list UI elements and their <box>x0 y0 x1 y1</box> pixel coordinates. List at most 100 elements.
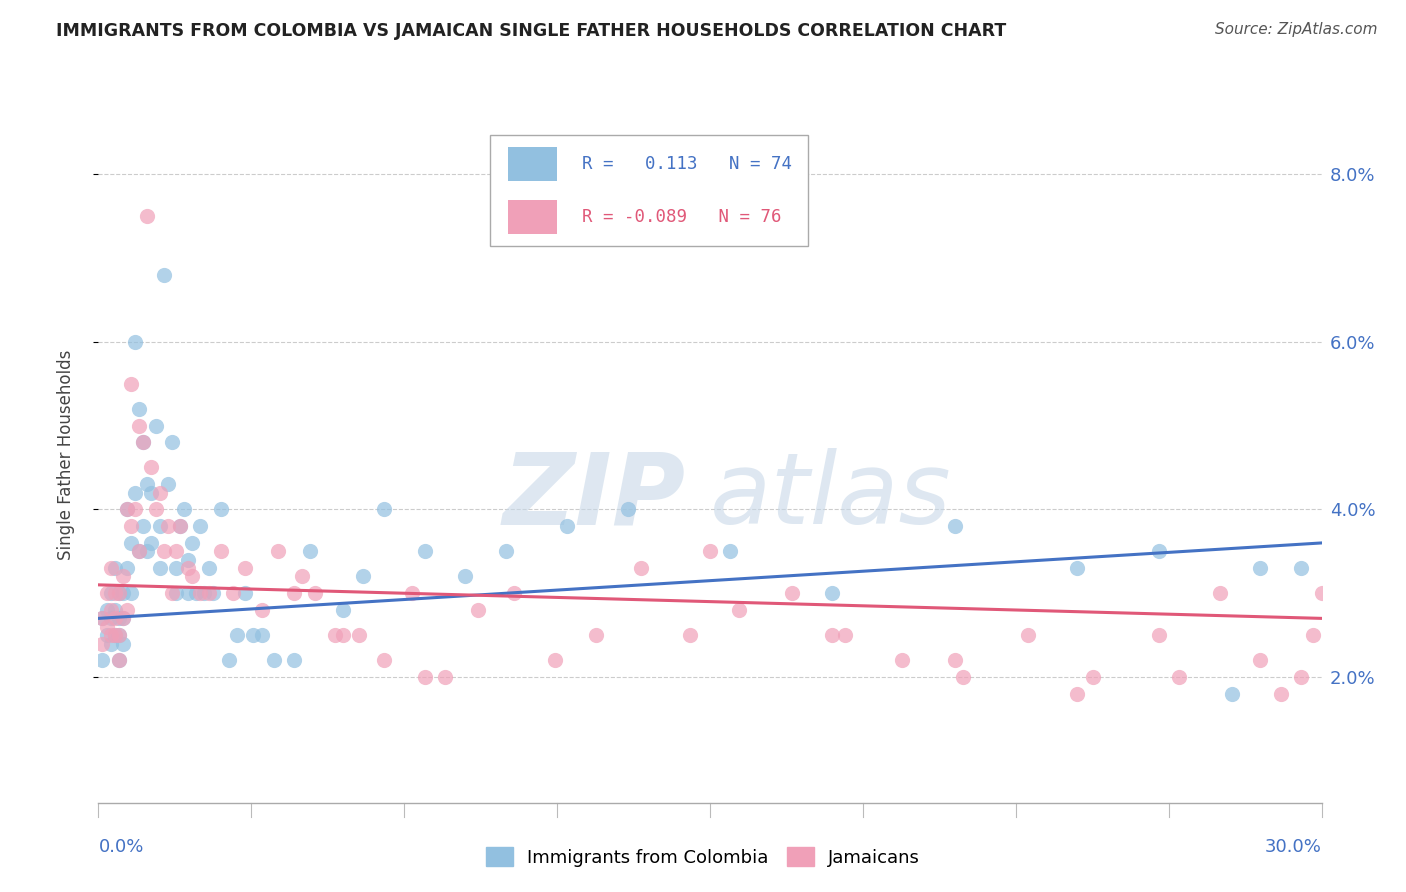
Point <box>209 502 232 516</box>
Point <box>201 586 224 600</box>
Point <box>111 636 134 650</box>
Point <box>467 603 489 617</box>
Legend: Immigrants from Colombia, Jamaicans: Immigrants from Colombia, Jamaicans <box>478 840 928 874</box>
Point <box>630 561 652 575</box>
Point <box>890 653 912 667</box>
Point <box>115 502 138 516</box>
Point <box>100 611 122 625</box>
Point <box>115 502 138 516</box>
Point <box>188 586 212 600</box>
Text: ZIP: ZIP <box>502 448 686 545</box>
Point <box>1249 561 1271 575</box>
Point <box>128 544 150 558</box>
Point <box>149 519 172 533</box>
Point <box>100 628 122 642</box>
Point <box>727 603 749 617</box>
Point <box>401 586 423 600</box>
Point <box>165 544 187 558</box>
Point <box>104 628 127 642</box>
Text: 30.0%: 30.0% <box>1265 838 1322 856</box>
Point <box>136 209 159 223</box>
Point <box>233 586 256 600</box>
Point <box>373 502 395 516</box>
Bar <box>508 147 557 181</box>
Point <box>108 653 131 667</box>
Point <box>91 611 114 625</box>
Point <box>193 586 215 600</box>
Text: R =   0.113   N = 74: R = 0.113 N = 74 <box>582 155 792 173</box>
Point <box>413 670 436 684</box>
Point <box>100 636 122 650</box>
Point <box>1310 586 1333 600</box>
Point <box>91 636 114 650</box>
Point <box>1066 561 1088 575</box>
Point <box>181 536 204 550</box>
Point <box>100 586 122 600</box>
Point <box>165 586 187 600</box>
Point <box>242 628 264 642</box>
Point <box>1209 586 1232 600</box>
Point <box>145 502 167 516</box>
Point <box>197 561 219 575</box>
Point <box>160 586 183 600</box>
Point <box>177 586 200 600</box>
Point <box>152 544 174 558</box>
Point <box>136 544 159 558</box>
Point <box>120 536 142 550</box>
Point <box>299 544 322 558</box>
Point <box>108 628 131 642</box>
Text: IMMIGRANTS FROM COLOMBIA VS JAMAICAN SINGLE FATHER HOUSEHOLDS CORRELATION CHART: IMMIGRANTS FROM COLOMBIA VS JAMAICAN SIN… <box>56 22 1007 40</box>
Point <box>1249 653 1271 667</box>
Point <box>209 544 232 558</box>
Point <box>104 603 127 617</box>
Point <box>120 586 142 600</box>
Point <box>1083 670 1105 684</box>
Point <box>332 603 354 617</box>
Point <box>104 611 127 625</box>
Point <box>152 268 174 282</box>
Point <box>156 477 179 491</box>
Point <box>111 569 134 583</box>
Point <box>557 519 579 533</box>
Point <box>283 586 305 600</box>
Point <box>197 586 219 600</box>
Point <box>943 653 966 667</box>
Point <box>373 653 395 667</box>
Point <box>780 586 803 600</box>
Point <box>250 628 273 642</box>
Text: Source: ZipAtlas.com: Source: ZipAtlas.com <box>1215 22 1378 37</box>
Point <box>177 552 200 566</box>
Point <box>141 536 163 550</box>
Point <box>821 586 844 600</box>
Point <box>304 586 326 600</box>
Point <box>263 653 285 667</box>
Y-axis label: Single Father Households: Single Father Households <box>56 350 75 560</box>
Point <box>91 653 114 667</box>
Point <box>108 586 131 600</box>
Point <box>111 611 134 625</box>
Point <box>149 485 172 500</box>
Point <box>128 544 150 558</box>
Point <box>141 460 163 475</box>
Point <box>124 502 146 516</box>
Point <box>186 586 208 600</box>
Point <box>111 611 134 625</box>
Point <box>352 569 374 583</box>
Point <box>115 603 138 617</box>
Point <box>132 519 155 533</box>
Point <box>120 519 142 533</box>
Point <box>181 569 204 583</box>
Point <box>222 586 245 600</box>
Point <box>149 561 172 575</box>
Point <box>226 628 249 642</box>
Point <box>104 586 127 600</box>
Point <box>454 569 477 583</box>
FancyBboxPatch shape <box>489 135 808 246</box>
Point <box>323 628 346 642</box>
Point <box>267 544 290 558</box>
Point <box>679 628 702 642</box>
Point <box>821 628 844 642</box>
Point <box>120 376 142 391</box>
Point <box>104 628 127 642</box>
Point <box>1147 544 1170 558</box>
